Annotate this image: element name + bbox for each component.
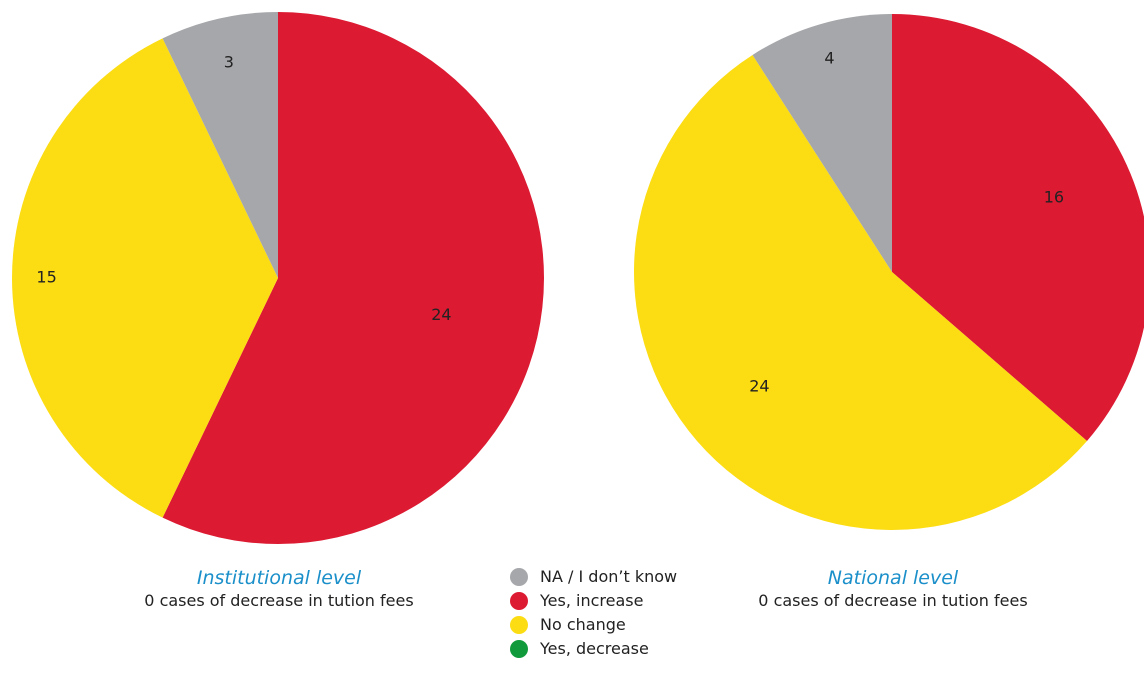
national-slice-increase bbox=[892, 14, 1144, 441]
legend-label-na: NA / I don’t know bbox=[540, 567, 678, 586]
institutional-slice-no-change bbox=[12, 38, 278, 518]
legend-label-no-change: No change bbox=[540, 615, 626, 634]
institutional-label-increase: 24 bbox=[431, 305, 451, 324]
legend-label-decrease: Yes, decrease bbox=[540, 639, 649, 658]
national-slice-na bbox=[752, 14, 892, 272]
national-pie: 16 24 4 bbox=[633, 14, 1144, 531]
legend-item-no-change: No change bbox=[510, 614, 677, 638]
legend-swatch-increase bbox=[510, 592, 528, 610]
national-label-no-change: 24 bbox=[749, 376, 769, 395]
institutional-label-no-change: 15 bbox=[36, 268, 56, 287]
legend-swatch-na bbox=[510, 568, 528, 586]
legend-swatch-no-change bbox=[510, 616, 528, 634]
national-label-increase: 16 bbox=[1044, 188, 1064, 207]
national-title: National level bbox=[827, 567, 959, 589]
national-slice-no-change bbox=[633, 54, 1087, 531]
institutional-label-na: 3 bbox=[224, 52, 234, 71]
institutional-title: Institutional level bbox=[196, 567, 362, 589]
institutional-subtitle: 0 cases of decrease in tution fees bbox=[144, 591, 414, 610]
institutional-slice-increase bbox=[162, 12, 544, 544]
legend-label-increase: Yes, increase bbox=[540, 591, 644, 610]
institutional-pie: 24 15 3 bbox=[12, 11, 544, 544]
national-subtitle: 0 cases of decrease in tution fees bbox=[758, 591, 1028, 610]
legend-item-decrease: Yes, decrease bbox=[510, 638, 677, 662]
national-caption: National level 0 cases of decrease in tu… bbox=[713, 566, 1073, 612]
national-label-na: 4 bbox=[824, 49, 834, 68]
legend-item-na: NA / I don’t know bbox=[510, 566, 677, 590]
legend: NA / I don’t know Yes, increase No chang… bbox=[510, 566, 677, 662]
institutional-caption: Institutional level 0 cases of decrease … bbox=[99, 566, 459, 612]
institutional-slice-na bbox=[162, 11, 278, 278]
legend-swatch-decrease bbox=[510, 640, 528, 658]
legend-item-increase: Yes, increase bbox=[510, 590, 677, 614]
